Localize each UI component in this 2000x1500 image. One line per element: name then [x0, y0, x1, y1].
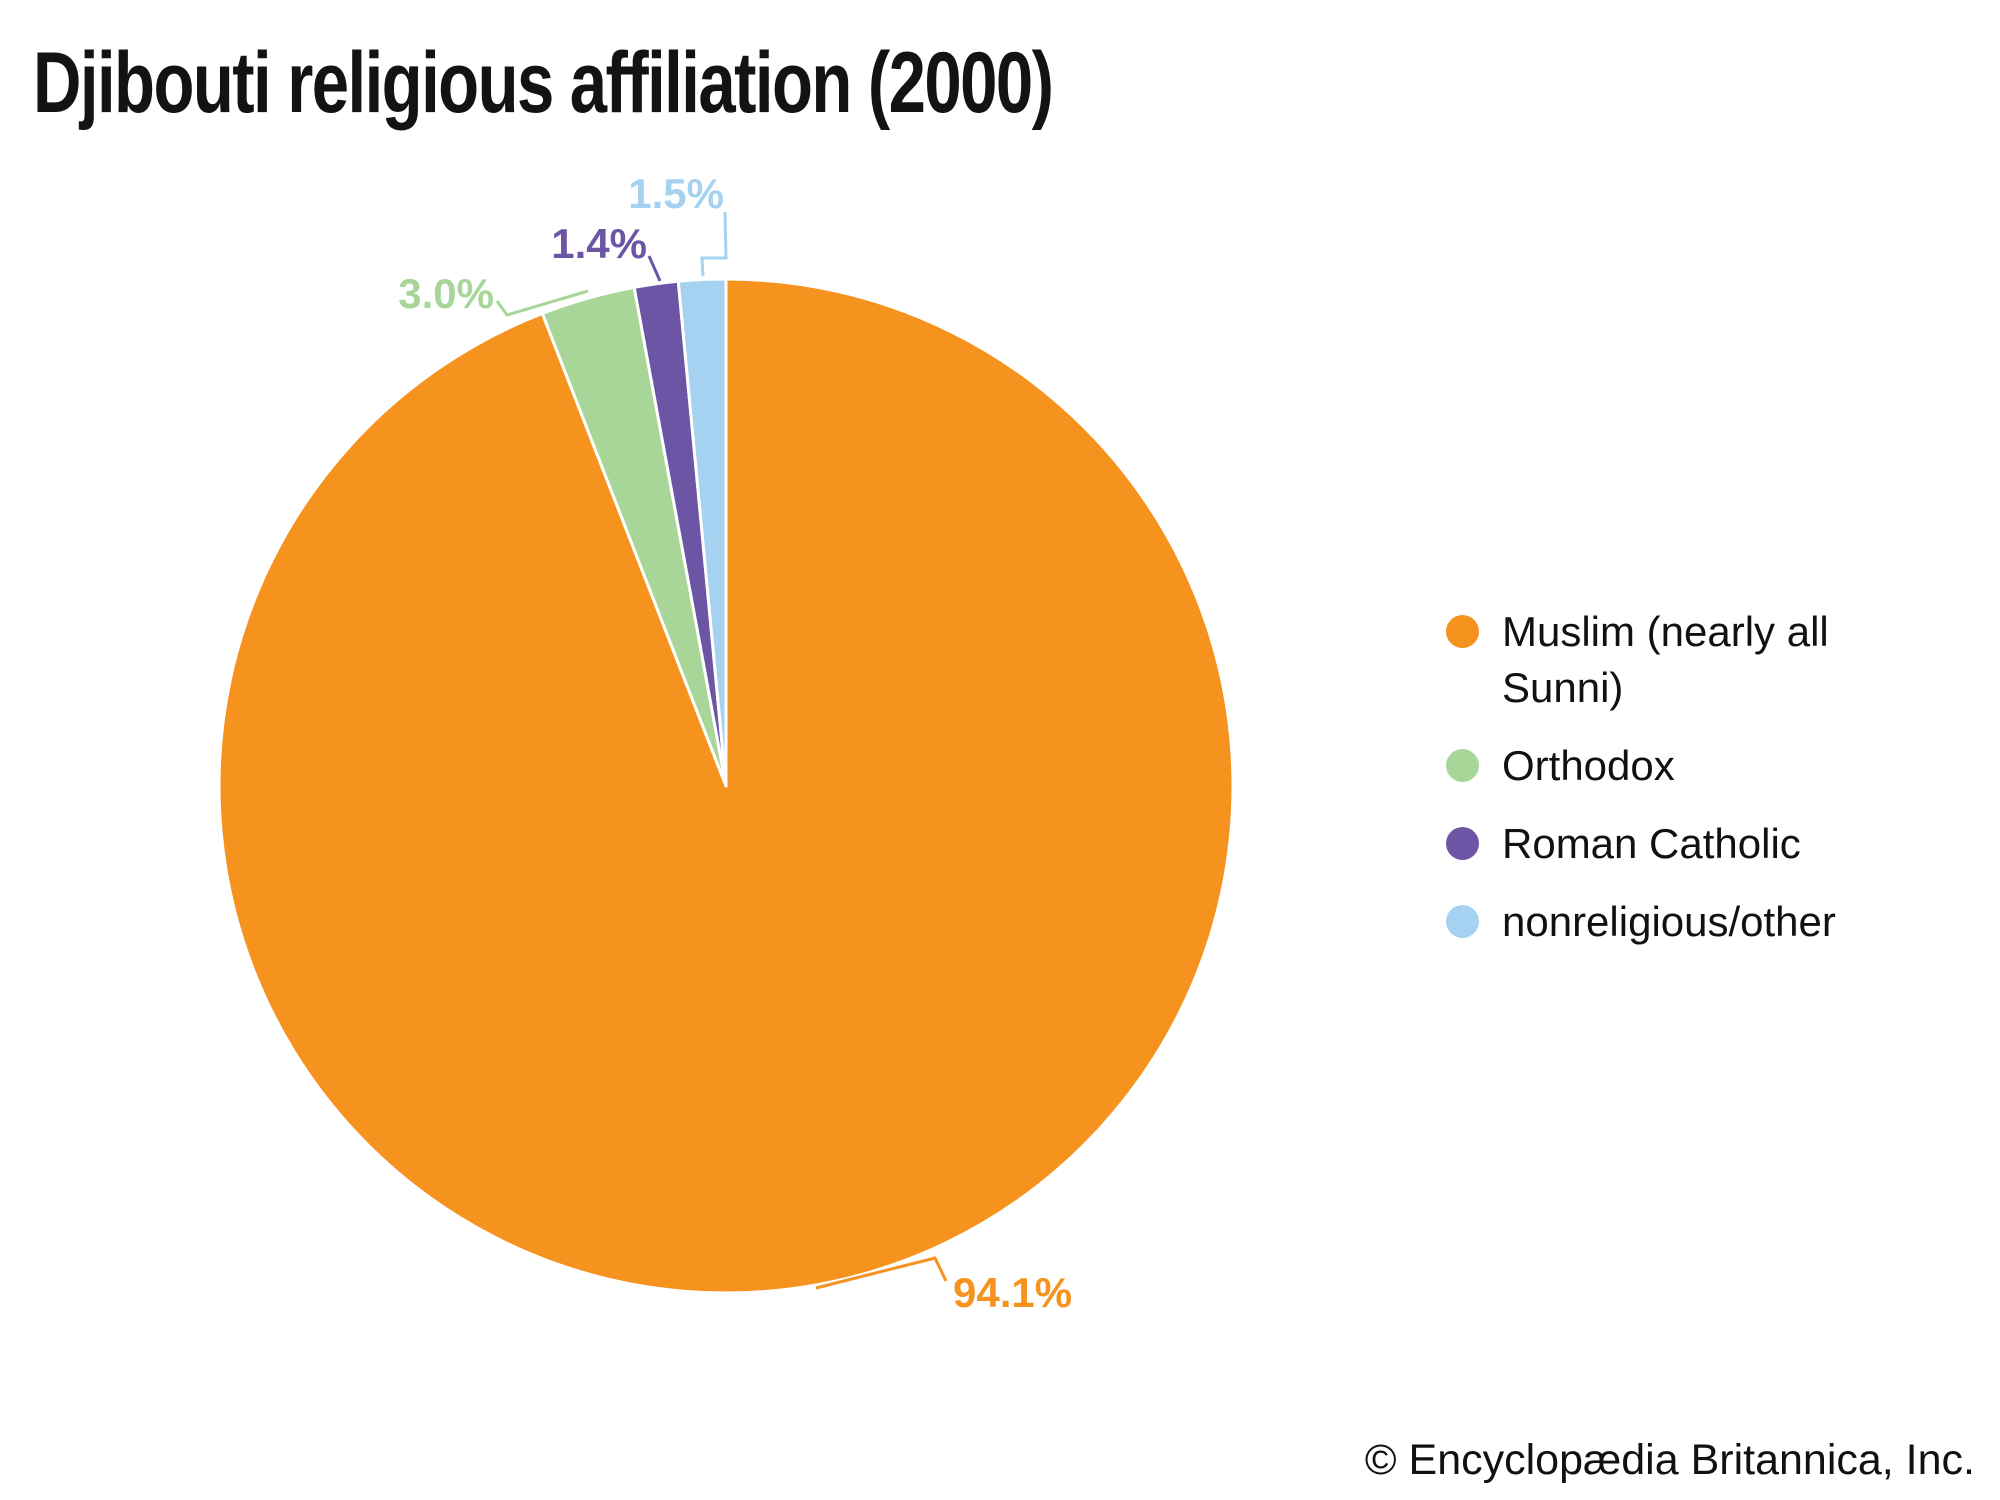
leader-line-muslim-nearly-all-sunni	[815, 1256, 948, 1290]
legend-item-muslim: Muslim (nearly all Sunni)	[1446, 604, 1902, 716]
copyright-notice: © Encyclopædia Britannica, Inc.	[1364, 1436, 1975, 1484]
slice-value-label-orthodox: 3.0%	[398, 270, 494, 317]
pie-slice-nonreligious-other	[676, 277, 728, 788]
legend-label-orthodox: Orthodox	[1502, 742, 1675, 789]
chart-title: Djibouti religious affiliation (2000)	[33, 35, 1054, 131]
legend-item-roman-catholic: Roman Catholic	[1446, 816, 1902, 872]
legend-label-muslim: Muslim (nearly all Sunni)	[1502, 608, 1829, 711]
legend-item-orthodox: Orthodox	[1446, 738, 1902, 794]
legend-swatch-nonreligious-other-icon	[1446, 905, 1479, 938]
legend-swatch-roman-catholic-icon	[1446, 827, 1479, 860]
slice-value-label-nonreligious-other: 1.5%	[628, 170, 724, 217]
legend-label-nonreligious-other: nonreligious/other	[1502, 898, 1836, 945]
legend-label-roman-catholic: Roman Catholic	[1502, 820, 1801, 867]
legend-swatch-muslim-icon	[1446, 615, 1479, 648]
legend-swatch-orthodox-icon	[1446, 749, 1479, 782]
legend-item-nonreligious-other: nonreligious/other	[1446, 894, 1902, 950]
slice-value-label-roman-catholic: 1.4%	[551, 220, 647, 267]
leader-line-roman-catholic	[647, 255, 662, 282]
leader-line-orthodox	[495, 289, 589, 317]
leader-line-nonreligious-other	[700, 211, 728, 277]
legend: Muslim (nearly all Sunni) Orthodox Roman…	[1446, 604, 1902, 950]
slice-value-label-muslim-nearly-all-sunni: 94.1%	[953, 1269, 1072, 1316]
